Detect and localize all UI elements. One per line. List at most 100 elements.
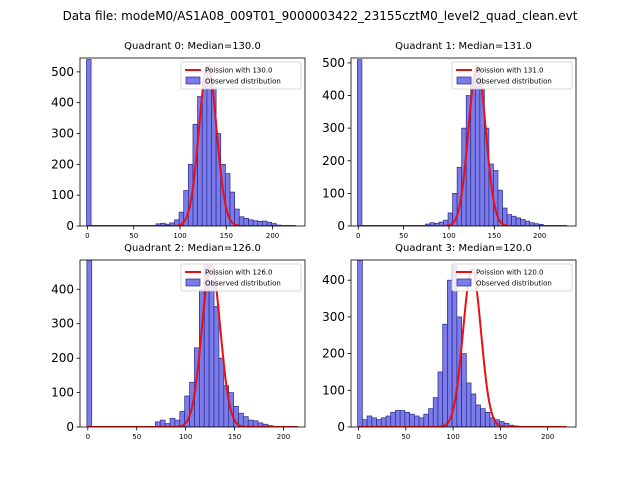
histogram-bar	[484, 411, 491, 427]
x-tick-label: 200	[266, 232, 279, 240]
histogram-bar	[361, 419, 368, 427]
panel-title: Quadrant 1: Median=131.0	[395, 41, 532, 52]
x-tick-label: 100	[179, 433, 192, 441]
histogram-bar	[86, 260, 93, 427]
y-tick-label: 500	[51, 65, 74, 79]
histogram-bar	[218, 357, 225, 427]
panel-title: Quadrant 2: Median=126.0	[124, 243, 261, 254]
y-tick-label: 300	[322, 310, 345, 324]
poisson-fit-line	[87, 64, 296, 226]
legend-box	[180, 61, 302, 90]
y-tick-label: 400	[51, 282, 74, 296]
histogram-bar	[423, 413, 429, 427]
y-tick-label: 400	[322, 273, 345, 287]
y-tick-label: 400	[51, 96, 74, 110]
histogram-bar	[511, 215, 517, 226]
y-tick-label: 400	[322, 89, 345, 103]
histogram-bar	[201, 80, 208, 226]
histogram-bar	[395, 410, 401, 427]
histogram-bar	[399, 410, 406, 427]
x-tick-label: 200	[541, 433, 554, 441]
axes-frame	[79, 57, 306, 227]
y-tick-label: 200	[322, 154, 345, 168]
histogram-bar	[213, 306, 220, 427]
y-tick-label: 100	[51, 386, 74, 400]
axes-frame	[350, 57, 577, 227]
x-tick-label: 150	[220, 232, 233, 240]
legend: Poission with 130.0 Observed distribution	[180, 61, 302, 90]
x-tick-label: 50	[399, 232, 408, 240]
histogram-bar	[234, 208, 240, 226]
legend-bar-label: Observed distribution	[205, 78, 281, 86]
legend-line-label: Poission with 126.0	[205, 269, 273, 277]
histogram-bar	[86, 59, 92, 226]
histogram-bar	[238, 216, 245, 226]
histogram-bar	[357, 59, 363, 226]
panels: Quadrant 0: Median=130.00100200300400500…	[51, 41, 577, 441]
x-tick-label: 100	[173, 232, 186, 240]
panel-title: Quadrant 3: Median=120.0	[395, 243, 532, 254]
x-tick-label: 0	[356, 232, 360, 240]
histogram-bar	[428, 408, 434, 427]
legend-bar-swatch	[456, 278, 472, 287]
histogram-bar	[515, 217, 522, 226]
x-tick-label: 200	[277, 433, 290, 441]
legend-box	[180, 263, 302, 292]
panel-title: Quadrant 0: Median=130.0	[124, 41, 261, 52]
histogram-bar	[357, 260, 363, 427]
histogram-bar	[169, 418, 176, 427]
histogram-bar	[208, 282, 215, 427]
panel-quadrant-0: Quadrant 0: Median=130.00100200300400500…	[51, 41, 306, 240]
x-tick-label: 0	[356, 433, 360, 441]
legend-box	[451, 61, 573, 90]
x-tick-label: 200	[533, 232, 546, 240]
legend-bar-swatch	[185, 278, 201, 287]
y-tick-label: 0	[337, 420, 345, 434]
x-tick-label: 150	[488, 232, 501, 240]
x-tick-label: 0	[86, 433, 90, 441]
y-tick-label: 200	[51, 157, 74, 171]
histogram-bar	[159, 419, 166, 427]
x-tick-label: 50	[132, 433, 141, 441]
histogram-bar	[475, 404, 481, 427]
y-tick-label: 0	[337, 219, 345, 233]
x-tick-label: 100	[442, 232, 455, 240]
axes-frame	[79, 259, 306, 428]
histogram-bar	[243, 217, 249, 226]
histogram-bar	[447, 279, 453, 427]
legend-bar-swatch	[456, 76, 472, 85]
histogram-bar	[480, 408, 486, 427]
panel-quadrant-2: Quadrant 2: Median=126.0 0 100 200 300 400 0 50…	[51, 243, 306, 441]
y-tick-label: 100	[322, 383, 345, 397]
histogram-bar	[376, 419, 382, 427]
histogram-bar	[474, 69, 481, 226]
legend: Poission with 120.0 Observed distribution	[451, 263, 573, 292]
x-tick-label: 150	[228, 433, 241, 441]
legend: Poission with 131.0 Observed distribution	[451, 61, 573, 90]
histogram-bar	[465, 382, 472, 427]
legend-bar-label: Observed distribution	[205, 280, 281, 288]
histogram-bar	[243, 416, 249, 427]
histogram-bar	[418, 417, 425, 427]
legend-bar-label: Observed distribution	[476, 78, 552, 86]
panel-quadrant-3: Quadrant 3: Median=120.0 0 100 200 300 400 0 50…	[322, 243, 577, 441]
x-tick-label: 50	[401, 433, 410, 441]
legend-line-label: Poission with 130.0	[205, 67, 273, 75]
poisson-fit-line	[87, 264, 299, 427]
panel-quadrant-1: Quadrant 1: Median=131.00100200300400500…	[322, 41, 577, 240]
legend-line-label: Poission with 131.0	[476, 67, 544, 75]
histogram-bar	[371, 417, 377, 427]
histogram-bar	[409, 413, 415, 427]
histogram-bar	[206, 68, 212, 226]
y-tick-label: 100	[51, 188, 74, 202]
histogram-bar	[404, 411, 410, 427]
histogram-bar	[432, 397, 439, 427]
figure-suptitle: Data file: modeM0/AS1A08_009T01_90000034…	[63, 9, 578, 23]
y-tick-label: 500	[322, 56, 345, 70]
histogram-bar	[385, 415, 392, 427]
legend-box	[451, 263, 573, 292]
y-tick-label: 300	[51, 317, 74, 331]
poisson-fit-line	[358, 65, 567, 226]
histogram-bar	[470, 393, 477, 427]
